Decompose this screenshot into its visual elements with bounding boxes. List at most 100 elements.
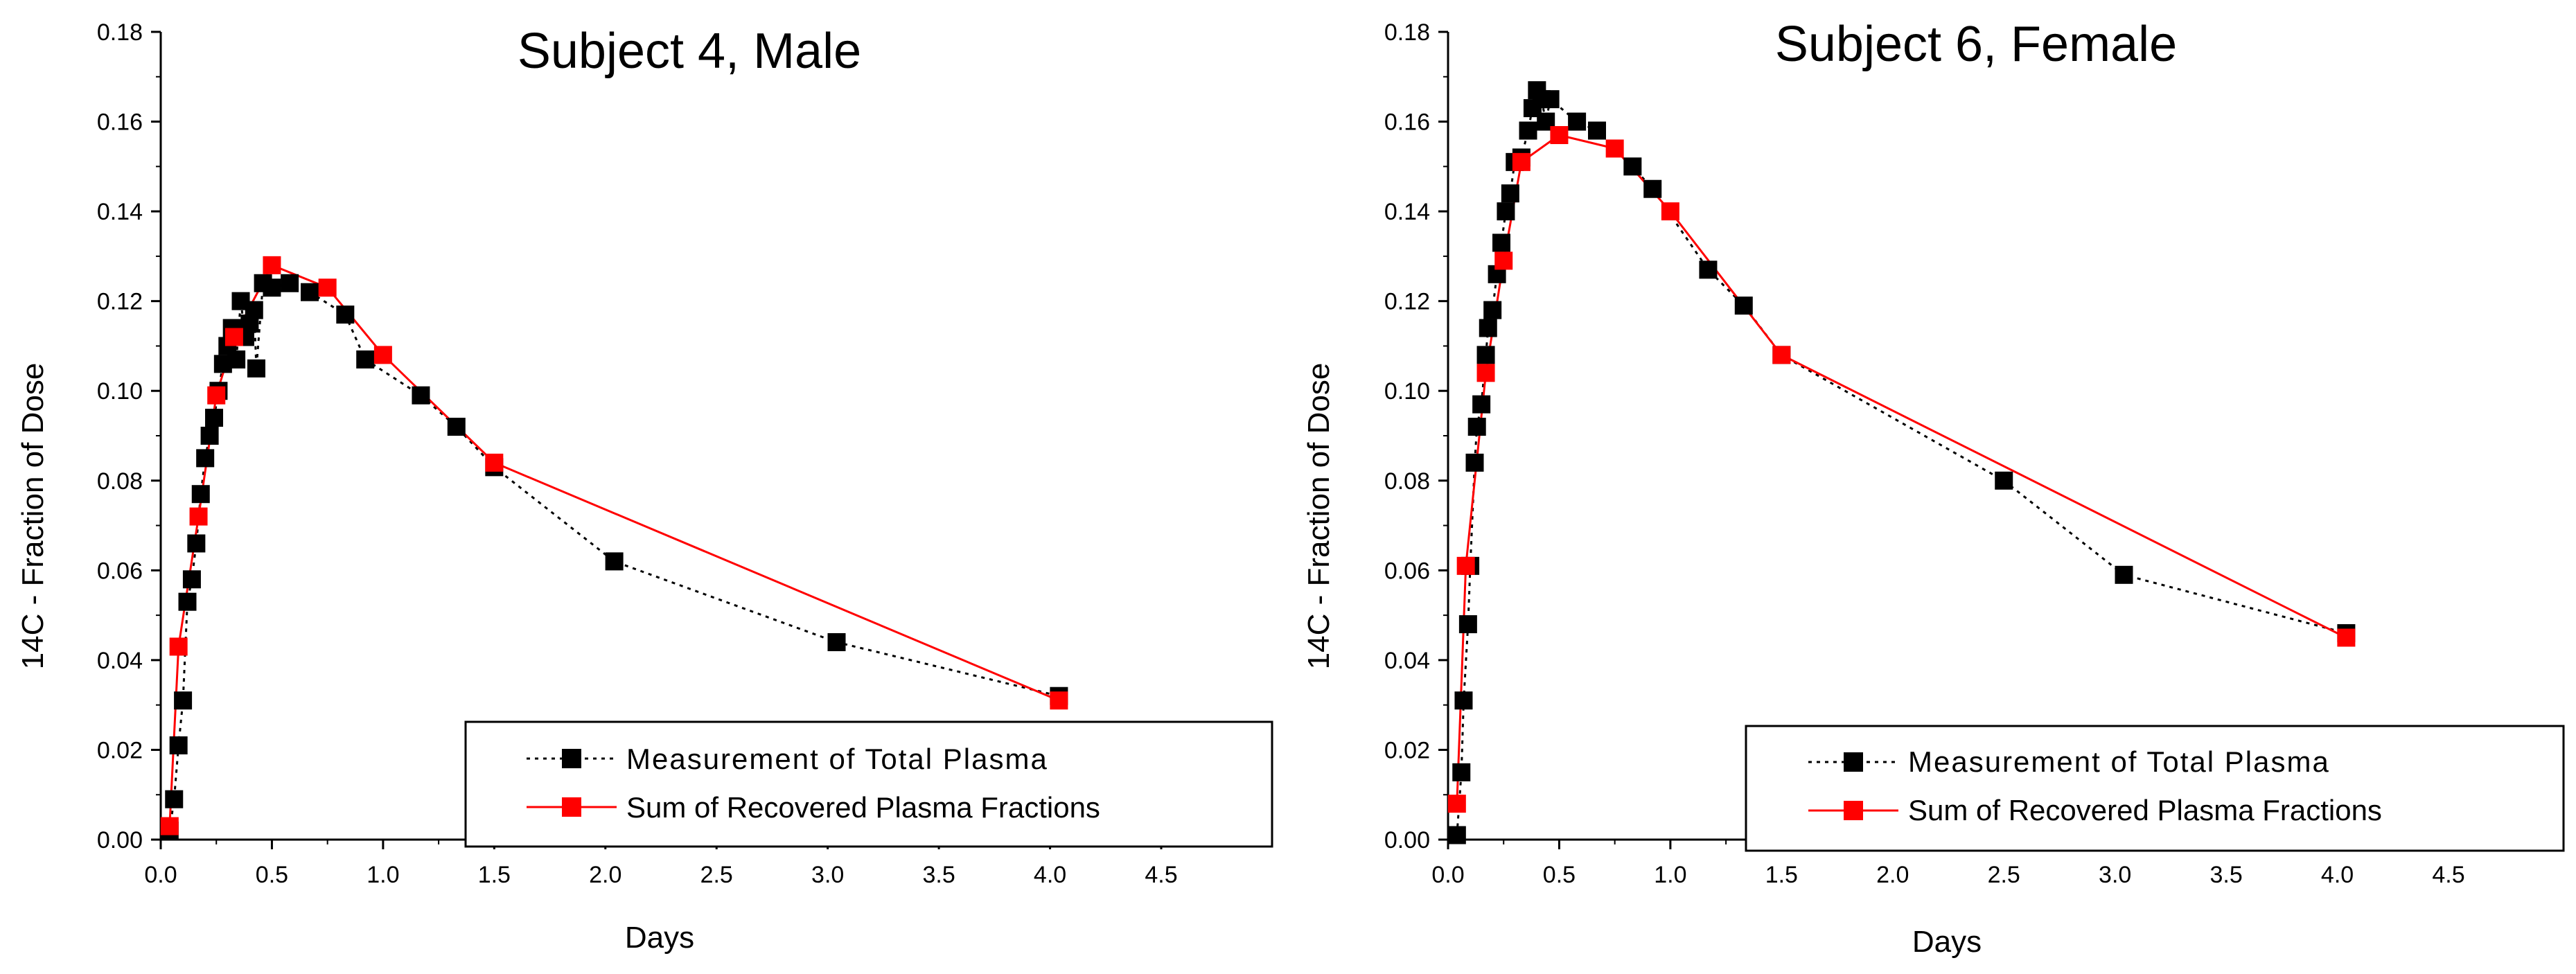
measurement-data-point [263,278,281,297]
y-tick-label: 0.02 [97,737,143,763]
sum-data-point [207,386,226,405]
y-tick-label: 0.02 [1384,737,1430,763]
measurement-data-point [1476,346,1495,364]
measurement-data-point [196,449,215,468]
measurement-data-point [827,632,846,651]
measurement-data-point [200,427,219,445]
sum-data-point [1476,364,1495,382]
y-tick-label: 0.06 [1384,558,1430,584]
measurement-data-point [1497,202,1515,221]
sum-data-point [485,453,504,472]
measurement-data-point [1472,395,1491,414]
measurement-series-line [168,281,1059,831]
y-tick-label: 0.00 [97,827,143,853]
x-tick-label: 2.0 [589,862,621,888]
sum-data-point [160,817,179,835]
chart-title: Subject 4, Male [518,24,861,79]
x-tick-label: 3.0 [2099,862,2131,888]
x-tick-label: 3.5 [922,862,955,888]
measurement-data-point [1465,453,1484,472]
chart-title: Subject 6, Female [1775,17,2177,72]
measurement-data-point [1623,157,1642,176]
y-tick-label: 0.00 [1384,827,1430,853]
sum-data-point [2337,628,2356,647]
x-tick-label: 0.5 [256,862,288,888]
x-tick-label: 4.0 [1034,862,1066,888]
measurement-data-point [1699,260,1718,279]
x-tick-label: 3.0 [811,862,844,888]
x-tick-label: 0.5 [1543,862,1576,888]
measurement-data-point [1587,121,1606,140]
sum-data-point [169,637,188,656]
sum-data-point [1512,152,1530,171]
legend: Measurement of Total Plasma Sum of Recov… [464,720,1273,848]
measurement-data-point [1483,301,1502,319]
x-axis-label: Days [625,921,694,955]
y-tick-label: 0.18 [1384,19,1430,46]
measurement-data-point [1501,184,1519,203]
measurement-data-point [1568,112,1587,131]
y-tick-label: 0.14 [1384,199,1430,225]
y-tick-label: 0.04 [1384,648,1430,674]
legend-label-measurement: Measurement of Total Plasma [626,743,1048,775]
measurement-data-point [2115,565,2133,584]
measurement-data-point [1454,691,1473,710]
measurement-data-point [205,409,224,427]
measurement-data-point [169,736,188,754]
legend-label-sum: Sum of Recovered Plasma Fractions [626,791,1100,824]
y-tick-label: 0.12 [97,289,143,315]
measurement-data-point [174,691,193,710]
sum-data-point [1605,139,1624,158]
measurement-data-point [356,350,375,369]
sum-data-point [1050,691,1068,710]
sum-data-point [263,256,281,274]
y-tick-label: 0.04 [97,648,143,674]
x-tick-label: 1.0 [367,862,399,888]
measurement-data-point [336,306,355,324]
measurement-data-point [605,552,624,571]
legend-marker-measurement [1844,752,1863,772]
measurement-data-point [1734,296,1753,315]
sum-data-point [224,328,243,346]
measurement-data-point [281,274,299,292]
x-tick-label: 4.5 [2432,862,2464,888]
measurement-data-point [1479,319,1497,337]
y-tick-label: 0.14 [97,199,143,225]
sum-data-point [1772,346,1791,364]
measurement-data-point [412,386,430,405]
y-tick-label: 0.16 [1384,109,1430,136]
x-tick-label: 4.0 [2321,862,2354,888]
measurement-data-point [245,301,263,319]
y-tick-label: 0.12 [1384,289,1430,315]
legend-box [1745,725,2565,852]
y-tick-label: 0.10 [1384,378,1430,405]
y-tick-label: 0.16 [97,109,143,136]
x-tick-label: 0.0 [1431,862,1464,888]
x-tick-label: 4.5 [1145,862,1177,888]
measurement-data-point [227,350,246,369]
legend-marker-sum [1844,801,1863,820]
measurement-data-point [182,570,201,589]
measurement-data-point [191,485,210,504]
legend-marker-measurement [562,749,581,768]
sum-data-point [373,346,392,364]
measurement-data-point [165,790,184,808]
sum-data-point [1447,795,1466,813]
y-tick-label: 0.10 [97,378,143,405]
measurement-data-point [1458,615,1477,634]
y-tick-label: 0.06 [97,558,143,584]
measurement-data-point [1995,471,2013,490]
measurement-data-point [447,418,466,436]
x-axis-label: Days [1912,925,1982,959]
measurement-data-point [1492,233,1511,252]
x-tick-label: 2.0 [1876,862,1909,888]
y-axis-label: 14C - Fraction of Dose [16,363,50,670]
y-axis-label: 14C - Fraction of Dose [1302,363,1336,670]
measurement-data-point [178,592,197,611]
x-tick-label: 1.5 [1765,862,1798,888]
measurement-data-point [1643,179,1662,198]
y-tick-label: 0.08 [97,468,143,495]
sum-data-point [1494,251,1513,270]
sum-data-point [189,507,208,526]
